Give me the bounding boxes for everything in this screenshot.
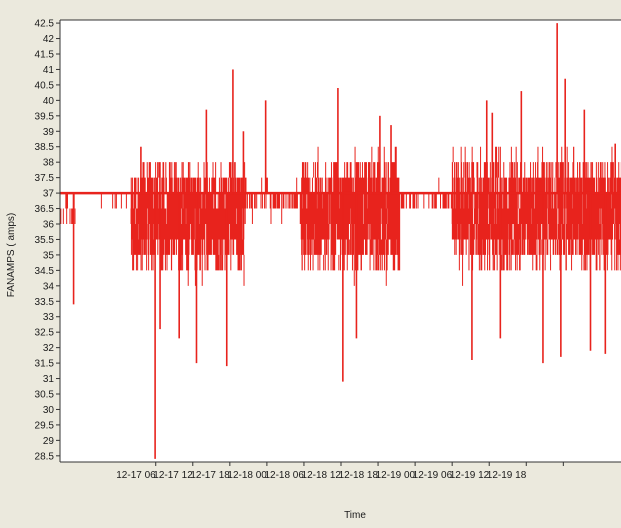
y-tick-label: 40.5 bbox=[35, 80, 55, 91]
y-tick-label: 41.5 bbox=[35, 50, 55, 61]
x-tick-label: 12-18 00 bbox=[227, 470, 267, 481]
y-tick-label: 36 bbox=[43, 220, 55, 231]
y-tick-label: 31 bbox=[43, 374, 55, 385]
y-tick-label: 31.5 bbox=[35, 359, 55, 370]
x-tick-label: 12-19 06 bbox=[413, 470, 453, 481]
y-tick-label: 40 bbox=[43, 96, 55, 107]
x-tick-label: 12-17 18 bbox=[190, 470, 230, 481]
y-tick-label: 36.5 bbox=[35, 204, 55, 215]
x-tick-label: 12-17 12 bbox=[153, 470, 193, 481]
y-tick-label: 29.5 bbox=[35, 420, 55, 431]
y-tick-label: 41 bbox=[43, 65, 55, 76]
y-tick-label: 35.5 bbox=[35, 235, 55, 246]
series-layer bbox=[59, 20, 621, 462]
y-tick-label: 38.5 bbox=[35, 142, 55, 153]
y-tick-label: 38 bbox=[43, 158, 55, 169]
y-tick-label: 39.5 bbox=[35, 111, 55, 122]
x-tick-label: 12-17 06 bbox=[116, 470, 156, 481]
x-tick-label: 12-18 12 bbox=[302, 470, 342, 481]
y-tick-label: 34 bbox=[43, 281, 55, 292]
x-axis-label: Time bbox=[344, 510, 366, 521]
y-tick-label: 33 bbox=[43, 312, 55, 323]
y-tick-label: 30.5 bbox=[35, 390, 55, 401]
y-tick-label: 30 bbox=[43, 405, 55, 416]
y-tick-label: 32 bbox=[43, 343, 55, 354]
x-tick-label: 12-18 06 bbox=[264, 470, 304, 481]
x-tick-label: 12-18 18 bbox=[339, 470, 379, 481]
y-tick-label: 34.5 bbox=[35, 266, 55, 277]
y-tick-label: 35 bbox=[43, 250, 55, 261]
y-tick-label: 42.5 bbox=[35, 19, 55, 30]
x-tick-label: 12-19 18 bbox=[487, 470, 527, 481]
y-tick-label: 33.5 bbox=[35, 297, 55, 308]
y-tick-label: 37 bbox=[43, 189, 55, 200]
x-tick-label: 12-19 00 bbox=[376, 470, 416, 481]
y-tick-label: 28.5 bbox=[35, 451, 55, 462]
y-tick-label: 39 bbox=[43, 127, 55, 138]
x-tick-label: 12-19 12 bbox=[450, 470, 490, 481]
axis-layer: 28.5 29 29.5 30 30.5 31 31.5 32 32.5 33 33.5 34 34.5… bbox=[35, 19, 621, 481]
y-tick-label: 29 bbox=[43, 436, 55, 447]
y-tick-label: 37.5 bbox=[35, 173, 55, 184]
y-axis-label: FANAMPS ( amps) bbox=[6, 213, 17, 297]
y-tick-label: 42 bbox=[43, 34, 55, 45]
y-tick-label: 32.5 bbox=[35, 328, 55, 339]
